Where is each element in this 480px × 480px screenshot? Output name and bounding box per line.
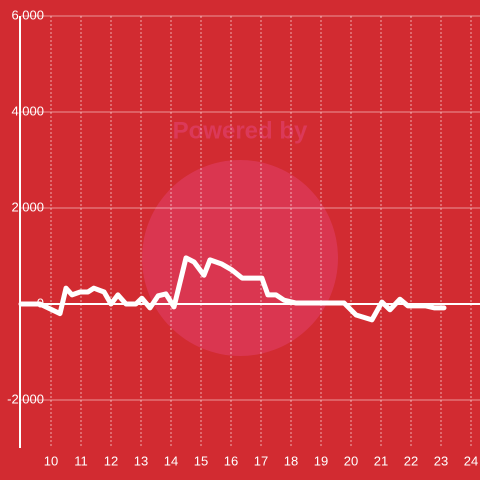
x-tick-label: 21 <box>374 453 388 468</box>
x-tick-label: 24 <box>464 453 478 468</box>
data-line <box>18 255 447 323</box>
y-tick-label: 2,000 <box>11 199 44 214</box>
y-tick-label: 6,000 <box>11 7 44 22</box>
x-tick-label: 18 <box>284 453 298 468</box>
x-tick-label: 13 <box>134 453 148 468</box>
x-tick-label: 11 <box>74 453 88 468</box>
x-tick-label: 14 <box>164 453 178 468</box>
watermark-logo <box>142 160 338 356</box>
x-tick-label: 15 <box>194 453 208 468</box>
watermark: Powered by <box>173 117 308 144</box>
x-tick-label: 22 <box>404 453 418 468</box>
x-tick-label: 16 <box>224 453 238 468</box>
x-tick-label: 10 <box>44 453 58 468</box>
y-tick-label: 4,000 <box>11 103 44 118</box>
x-tick-label: 23 <box>434 453 448 468</box>
x-tick-label: 19 <box>314 453 328 468</box>
x-tick-label: 20 <box>344 453 358 468</box>
y-tick-label: -2,000 <box>7 391 44 406</box>
x-tick-label: 12 <box>104 453 118 468</box>
x-tick-label: 17 <box>254 453 268 468</box>
